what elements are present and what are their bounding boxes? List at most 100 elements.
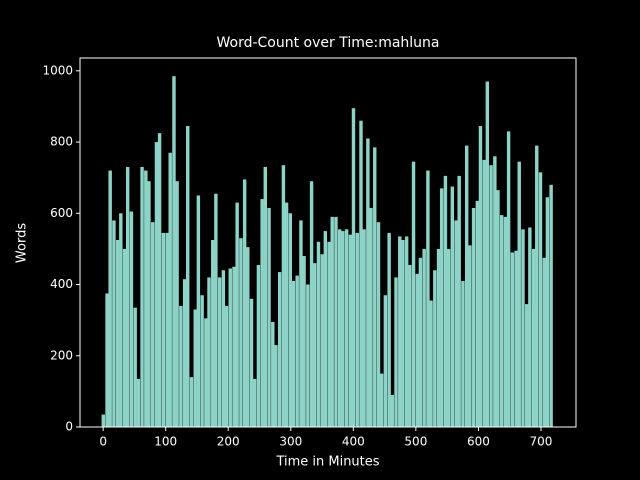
bar bbox=[105, 293, 109, 427]
bar bbox=[422, 248, 426, 427]
bar bbox=[306, 284, 310, 427]
bar bbox=[503, 216, 508, 427]
bar bbox=[211, 240, 215, 427]
bar bbox=[320, 254, 324, 427]
bar bbox=[457, 175, 461, 427]
bar bbox=[309, 181, 314, 427]
bar bbox=[514, 250, 518, 427]
bar bbox=[133, 307, 137, 427]
bar bbox=[242, 179, 247, 427]
bar bbox=[235, 202, 239, 427]
bar bbox=[281, 165, 286, 427]
bar bbox=[302, 256, 306, 427]
y-tick-label: 400 bbox=[50, 277, 73, 291]
bar bbox=[200, 295, 204, 427]
bar bbox=[398, 236, 402, 427]
bar bbox=[426, 170, 430, 427]
bar bbox=[387, 232, 391, 427]
bar bbox=[446, 248, 451, 427]
bar bbox=[125, 166, 130, 427]
bar bbox=[207, 277, 211, 427]
bar bbox=[394, 277, 398, 427]
bar bbox=[418, 257, 423, 427]
bar bbox=[464, 145, 469, 427]
x-tick-label: 200 bbox=[217, 435, 240, 449]
bar bbox=[196, 195, 201, 427]
bar bbox=[295, 275, 299, 427]
bar bbox=[312, 263, 317, 427]
bar bbox=[500, 215, 504, 427]
bar bbox=[260, 199, 264, 427]
bar bbox=[454, 220, 458, 427]
bar bbox=[538, 172, 543, 427]
bar bbox=[355, 232, 359, 427]
x-axis-label: Time in Minutes bbox=[275, 455, 379, 470]
bar bbox=[119, 213, 123, 427]
chart-title: Word-Count over Time:mahluna bbox=[216, 35, 439, 51]
bar bbox=[299, 220, 303, 427]
bar bbox=[531, 248, 536, 427]
x-tick-label: 400 bbox=[342, 435, 365, 449]
bar bbox=[344, 229, 349, 427]
bar bbox=[267, 207, 271, 427]
bar bbox=[182, 279, 187, 427]
bar bbox=[252, 378, 257, 427]
x-tick-label: 0 bbox=[99, 435, 107, 449]
bar bbox=[496, 190, 500, 427]
bar bbox=[379, 373, 384, 427]
bar bbox=[549, 184, 553, 427]
bar bbox=[232, 266, 236, 427]
bar bbox=[122, 248, 127, 427]
bar bbox=[144, 170, 148, 427]
bar bbox=[373, 147, 377, 427]
bar bbox=[401, 240, 405, 427]
x-tick-label: 300 bbox=[279, 435, 302, 449]
bar bbox=[351, 108, 356, 427]
bar bbox=[129, 211, 134, 427]
bar bbox=[101, 414, 106, 427]
bar bbox=[284, 202, 289, 427]
bar bbox=[362, 229, 366, 427]
bar bbox=[475, 200, 480, 427]
bar bbox=[461, 280, 465, 427]
bar bbox=[172, 76, 176, 428]
x-tick-label: 100 bbox=[154, 435, 177, 449]
bar bbox=[291, 280, 296, 427]
bar bbox=[542, 257, 546, 427]
bar bbox=[525, 304, 529, 427]
bar bbox=[150, 222, 155, 427]
bar bbox=[383, 295, 388, 427]
bar bbox=[175, 181, 179, 427]
bar bbox=[246, 247, 250, 427]
bar bbox=[256, 264, 261, 427]
bar bbox=[443, 175, 448, 427]
bar bbox=[359, 120, 363, 427]
bar bbox=[493, 156, 497, 427]
bar bbox=[429, 300, 433, 427]
bar bbox=[214, 193, 218, 427]
bar bbox=[288, 213, 293, 427]
bar bbox=[482, 159, 486, 427]
bar bbox=[271, 321, 275, 427]
bar bbox=[376, 222, 381, 427]
bar bbox=[366, 138, 370, 427]
bar bbox=[521, 229, 525, 427]
y-tick-label: 600 bbox=[50, 206, 73, 220]
bar bbox=[228, 268, 232, 427]
x-tick-label: 500 bbox=[404, 435, 427, 449]
bar bbox=[390, 394, 394, 427]
bar bbox=[489, 165, 493, 427]
bar bbox=[468, 245, 472, 427]
bar bbox=[415, 273, 419, 427]
bar bbox=[369, 207, 373, 427]
y-tick-label: 0 bbox=[65, 420, 73, 434]
bar bbox=[186, 126, 190, 428]
axes-frame bbox=[79, 57, 577, 428]
bar bbox=[189, 377, 194, 427]
bar bbox=[204, 318, 208, 427]
bar bbox=[239, 238, 243, 427]
bar bbox=[221, 270, 226, 427]
bar bbox=[224, 305, 229, 427]
bar bbox=[316, 241, 321, 427]
bar bbox=[140, 166, 144, 427]
